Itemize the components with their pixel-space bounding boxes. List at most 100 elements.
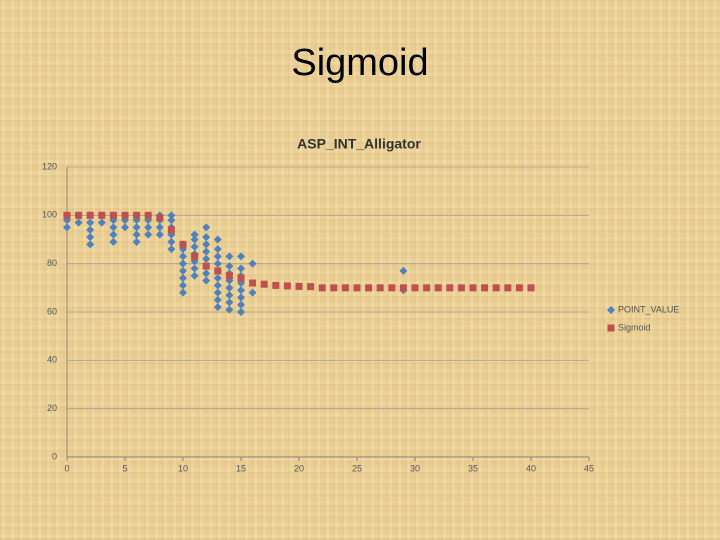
- point: [213, 288, 222, 297]
- point: [167, 216, 176, 225]
- x-tick-label: 5: [122, 463, 127, 473]
- point: [225, 298, 234, 307]
- point: [132, 230, 141, 239]
- point: [399, 266, 408, 275]
- point: [504, 284, 512, 292]
- point: [318, 284, 326, 292]
- point: [155, 223, 164, 232]
- slide-title: Sigmoid: [291, 42, 429, 84]
- point: [213, 303, 222, 312]
- point: [330, 284, 338, 292]
- point: [237, 293, 245, 302]
- point: [248, 288, 257, 297]
- point: [179, 274, 187, 283]
- y-tick-label: 80: [47, 258, 57, 268]
- point: [527, 284, 535, 292]
- point: [237, 264, 245, 273]
- point: [213, 245, 222, 254]
- point: [167, 211, 176, 220]
- y-tick-label: 60: [47, 306, 57, 316]
- point: [109, 211, 117, 219]
- point: [225, 252, 234, 261]
- point: [132, 237, 141, 246]
- point: [213, 259, 222, 268]
- point: [213, 295, 222, 304]
- point: [202, 276, 211, 285]
- point: [155, 230, 164, 239]
- point: [190, 264, 199, 273]
- point: [109, 230, 118, 239]
- point: [202, 262, 210, 270]
- point: [97, 218, 106, 227]
- point: [492, 284, 500, 292]
- point: [376, 284, 384, 292]
- x-tick-label: 25: [352, 463, 362, 473]
- x-tick-label: 15: [236, 463, 246, 473]
- point: [202, 269, 211, 278]
- point: [167, 237, 176, 246]
- point: [121, 223, 129, 232]
- point: [260, 280, 268, 288]
- x-tick-label: 40: [526, 463, 536, 473]
- x-tick-label: 10: [178, 463, 188, 473]
- point: [202, 247, 211, 256]
- point: [156, 214, 164, 222]
- point: [237, 286, 245, 295]
- point: [98, 211, 106, 219]
- point: [179, 252, 187, 261]
- point: [144, 211, 152, 219]
- x-tick-label: 0: [64, 463, 69, 473]
- point: [179, 259, 187, 268]
- point: [63, 223, 71, 232]
- point: [191, 252, 199, 260]
- point: [179, 288, 187, 297]
- point: [249, 279, 257, 287]
- point: [213, 274, 222, 283]
- point: [237, 300, 245, 309]
- chart-title: ASP_INT_Alligator: [297, 136, 421, 152]
- point: [213, 252, 222, 261]
- point: [63, 211, 71, 219]
- point: [133, 211, 141, 219]
- point: [225, 291, 234, 300]
- point: [144, 223, 153, 232]
- y-tick-label: 100: [42, 210, 57, 220]
- point: [307, 283, 315, 291]
- point: [121, 211, 129, 219]
- point: [237, 308, 245, 316]
- point: [225, 305, 234, 314]
- point: [86, 211, 94, 219]
- point: [295, 282, 303, 290]
- point: [365, 284, 373, 292]
- y-tick-label: 20: [47, 403, 57, 413]
- point: [190, 235, 199, 244]
- legend-marker: [607, 324, 615, 332]
- point: [353, 284, 361, 292]
- point: [109, 223, 118, 232]
- point: [167, 245, 176, 254]
- point: [434, 284, 442, 292]
- point: [86, 225, 95, 234]
- point: [86, 218, 95, 227]
- point: [202, 233, 211, 242]
- point: [457, 284, 465, 292]
- point: [190, 242, 199, 251]
- point: [202, 240, 211, 249]
- point: [190, 271, 199, 280]
- point: [469, 284, 477, 292]
- point: [237, 274, 245, 282]
- point: [283, 282, 291, 290]
- point: [423, 284, 431, 292]
- point: [179, 266, 187, 275]
- point: [225, 272, 233, 280]
- point: [237, 252, 245, 261]
- legend-label: Sigmoid: [618, 322, 651, 332]
- point: [213, 281, 222, 290]
- y-tick-label: 0: [52, 451, 57, 461]
- point: [202, 223, 211, 232]
- point: [481, 284, 489, 292]
- point: [248, 259, 257, 268]
- point: [225, 283, 234, 292]
